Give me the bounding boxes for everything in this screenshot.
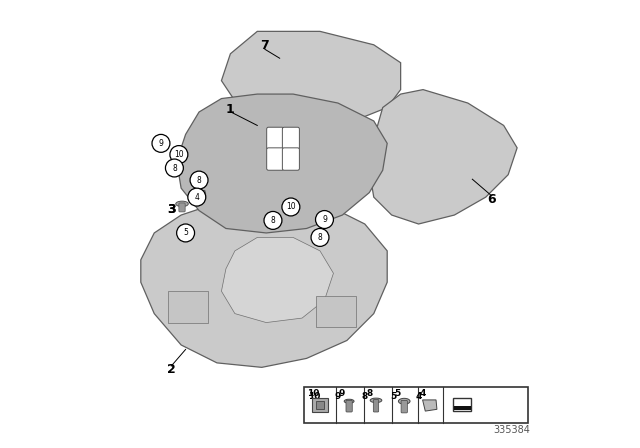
Circle shape xyxy=(316,211,333,228)
FancyBboxPatch shape xyxy=(373,400,379,412)
FancyBboxPatch shape xyxy=(316,401,324,409)
Text: 4: 4 xyxy=(415,392,422,401)
Text: 10: 10 xyxy=(308,392,320,401)
FancyBboxPatch shape xyxy=(401,401,407,413)
Text: 8: 8 xyxy=(271,216,275,225)
Text: 3: 3 xyxy=(167,202,175,216)
Bar xyxy=(454,406,470,410)
Circle shape xyxy=(188,188,206,206)
Polygon shape xyxy=(422,400,437,411)
Text: 9: 9 xyxy=(339,389,345,398)
Text: 10: 10 xyxy=(307,389,319,398)
Ellipse shape xyxy=(176,201,188,207)
Circle shape xyxy=(311,228,329,246)
Text: 10: 10 xyxy=(174,150,184,159)
Text: 3: 3 xyxy=(167,202,175,216)
Circle shape xyxy=(282,198,300,216)
Text: 9: 9 xyxy=(159,139,163,148)
Circle shape xyxy=(177,224,195,242)
Text: 1: 1 xyxy=(225,103,234,116)
Text: 8: 8 xyxy=(317,233,323,242)
Polygon shape xyxy=(141,202,387,367)
Text: 6: 6 xyxy=(487,193,496,206)
Text: 8: 8 xyxy=(366,389,372,398)
FancyBboxPatch shape xyxy=(282,127,300,150)
FancyBboxPatch shape xyxy=(452,398,472,411)
Circle shape xyxy=(152,134,170,152)
FancyBboxPatch shape xyxy=(316,296,356,327)
Text: 8: 8 xyxy=(196,176,202,185)
Bar xyxy=(305,387,529,423)
FancyBboxPatch shape xyxy=(267,127,284,150)
Text: 5: 5 xyxy=(390,392,396,401)
Ellipse shape xyxy=(398,398,410,404)
Polygon shape xyxy=(196,190,206,200)
Text: 335384: 335384 xyxy=(493,426,531,435)
Polygon shape xyxy=(221,237,333,323)
Text: 7: 7 xyxy=(260,39,269,52)
Circle shape xyxy=(165,159,184,177)
Polygon shape xyxy=(221,31,401,125)
FancyBboxPatch shape xyxy=(346,401,352,412)
Text: 8: 8 xyxy=(172,164,177,172)
FancyBboxPatch shape xyxy=(168,291,208,323)
FancyBboxPatch shape xyxy=(282,148,300,170)
Circle shape xyxy=(264,211,282,229)
Text: 2: 2 xyxy=(167,363,175,376)
Polygon shape xyxy=(177,94,387,233)
Text: 10: 10 xyxy=(286,202,296,211)
Text: 8: 8 xyxy=(362,392,368,401)
Circle shape xyxy=(190,171,208,189)
FancyBboxPatch shape xyxy=(312,398,328,413)
Text: 4: 4 xyxy=(420,389,426,398)
FancyBboxPatch shape xyxy=(267,148,284,170)
Text: 4: 4 xyxy=(195,193,199,202)
Polygon shape xyxy=(369,90,517,224)
Text: 5: 5 xyxy=(394,389,400,398)
Text: 5: 5 xyxy=(183,228,188,237)
FancyBboxPatch shape xyxy=(179,203,185,212)
Ellipse shape xyxy=(370,398,382,403)
Text: 9: 9 xyxy=(335,392,341,401)
Circle shape xyxy=(170,146,188,164)
Ellipse shape xyxy=(344,399,354,403)
Text: 9: 9 xyxy=(322,215,327,224)
